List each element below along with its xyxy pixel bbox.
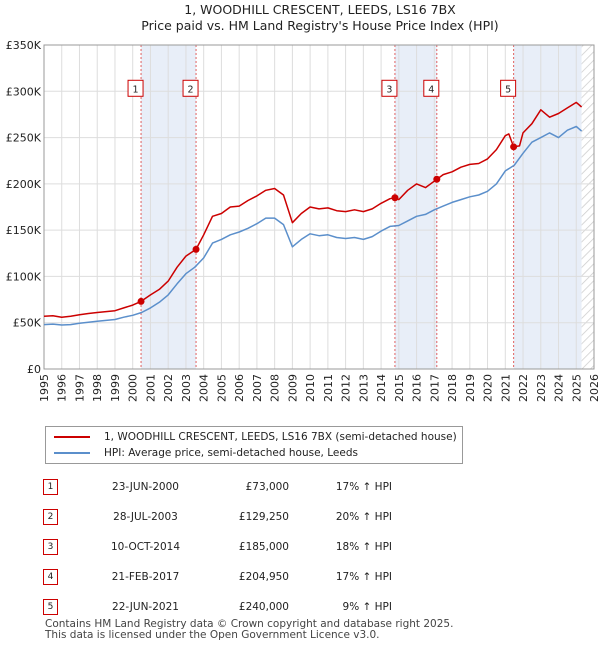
x-tick-label: 1996 <box>56 374 69 402</box>
legend-label-hpi: HPI: Average price, semi-detached house,… <box>104 447 358 459</box>
y-tick-label: £350K <box>6 39 42 52</box>
x-tick-label: 2000 <box>127 374 140 402</box>
x-tick-label: 1995 <box>38 374 51 402</box>
sale-number-badge: 1 <box>43 479 58 495</box>
footer-copyright: Contains HM Land Registry data © Crown c… <box>45 618 454 630</box>
sale-label-4: 4 <box>428 84 434 95</box>
legend-item-property: 1, WOODHILL CRESCENT, LEEDS, LS16 7BX (s… <box>54 430 457 444</box>
sale-point-1 <box>137 297 145 305</box>
x-tick-label: 2018 <box>446 374 459 402</box>
sale-number-badge: 4 <box>43 569 58 585</box>
y-tick-label: £150K <box>6 224 42 237</box>
x-tick-label: 2006 <box>233 374 246 402</box>
x-tick-label: 2019 <box>464 374 477 402</box>
sale-price: £129,250 <box>238 511 289 523</box>
sale-label-1: 1 <box>133 84 139 95</box>
shaded-range-3 <box>513 45 582 369</box>
table-row: 2 28-JUL-2003 £129,250 20% ↑ HPI <box>43 502 392 532</box>
sale-number-badge: 3 <box>43 539 58 555</box>
sale-date: 10-OCT-2014 <box>111 541 180 553</box>
sales-table: 1 23-JUN-2000 £73,000 17% ↑ HPI 2 28-JUL… <box>43 472 392 622</box>
sale-label-5: 5 <box>505 84 511 95</box>
y-tick-label: £200K <box>6 178 42 191</box>
sale-hpi-diff: 17% ↑ HPI <box>335 571 392 583</box>
sale-point-4 <box>433 175 441 183</box>
x-tick-label: 2013 <box>357 374 370 402</box>
legend-item-hpi: HPI: Average price, semi-detached house,… <box>54 446 358 460</box>
sale-number-badge: 5 <box>43 599 58 615</box>
sale-price: £73,000 <box>245 481 289 493</box>
x-tick-label: 2012 <box>340 374 353 402</box>
sale-point-2 <box>192 245 200 253</box>
sale-label-box-1 <box>127 79 144 97</box>
sale-label-box-3 <box>381 79 398 97</box>
x-tick-label: 2007 <box>251 374 264 402</box>
table-row: 4 21-FEB-2017 £204,950 17% ↑ HPI <box>43 562 392 592</box>
sale-hpi-diff: 20% ↑ HPI <box>335 511 392 523</box>
forecast-hatch <box>581 45 594 369</box>
y-tick-label: £250K <box>6 132 42 145</box>
x-tick-label: 2010 <box>304 374 317 402</box>
chart-title: 1, WOODHILL CRESCENT, LEEDS, LS16 7BX <box>184 2 456 17</box>
sale-label-3: 3 <box>386 84 392 95</box>
x-tick-label: 2015 <box>393 374 406 402</box>
x-tick-label: 2025 <box>570 374 583 402</box>
x-tick-label: 2009 <box>286 374 299 402</box>
x-tick-label: 2011 <box>322 374 335 402</box>
x-tick-label: 2003 <box>180 374 193 402</box>
y-tick-label: £50K <box>13 317 42 330</box>
sale-price: £240,000 <box>238 601 289 613</box>
sale-price: £204,950 <box>238 571 289 583</box>
legend-label-property: 1, WOODHILL CRESCENT, LEEDS, LS16 7BX (s… <box>104 431 457 443</box>
sale-date: 23-JUN-2000 <box>112 481 179 493</box>
legend-swatch-red <box>54 436 90 438</box>
price-chart: 1, WOODHILL CRESCENT, LEEDS, LS16 7BX Pr… <box>6 2 600 402</box>
x-tick-label: 2026 <box>588 374 600 402</box>
legend-swatch-blue <box>54 452 90 454</box>
table-row: 3 10-OCT-2014 £185,000 18% ↑ HPI <box>43 532 392 562</box>
footer-license: This data is licensed under the Open Gov… <box>45 629 380 641</box>
x-tick-label: 2016 <box>411 374 424 402</box>
x-tick-label: 2005 <box>215 374 228 402</box>
sale-label-box-5 <box>500 79 517 97</box>
sale-label-box-4 <box>423 79 440 97</box>
y-tick-label: £100K <box>6 270 42 283</box>
sale-point-5 <box>510 143 518 151</box>
x-tick-label: 2002 <box>162 374 175 402</box>
x-tick-label: 2001 <box>144 374 157 402</box>
sale-point-3 <box>391 194 399 202</box>
x-tick-label: 2022 <box>517 374 530 402</box>
series-line-hpi <box>43 125 583 326</box>
sale-label-2: 2 <box>188 84 194 95</box>
x-tick-label: 2024 <box>553 374 566 402</box>
x-tick-label: 2004 <box>198 374 211 402</box>
x-tick-label: 2017 <box>428 374 441 402</box>
table-row: 5 22-JUN-2021 £240,000 9% ↑ HPI <box>43 592 392 622</box>
y-tick-label: £300K <box>6 85 42 98</box>
sale-price: £185,000 <box>238 541 289 553</box>
plot-frame <box>43 44 595 370</box>
chart-subtitle: Price paid vs. HM Land Registry's House … <box>141 18 498 33</box>
sale-date: 22-JUN-2021 <box>112 601 179 613</box>
sale-date: 28-JUL-2003 <box>113 511 178 523</box>
legend: 1, WOODHILL CRESCENT, LEEDS, LS16 7BX (s… <box>45 426 463 464</box>
y-tick-label: £0 <box>27 363 41 376</box>
x-tick-label: 2020 <box>482 374 495 402</box>
sale-hpi-diff: 17% ↑ HPI <box>335 481 392 493</box>
sale-hpi-diff: 18% ↑ HPI <box>335 541 392 553</box>
sale-date: 21-FEB-2017 <box>111 571 180 583</box>
sale-hpi-diff: 9% ↑ HPI <box>342 601 392 613</box>
table-row: 1 23-JUN-2000 £73,000 17% ↑ HPI <box>43 472 392 502</box>
x-tick-label: 1997 <box>73 374 86 402</box>
footer: Contains HM Land Registry data © Crown c… <box>45 619 453 641</box>
sale-number-badge: 2 <box>43 509 58 525</box>
x-tick-label: 2021 <box>499 374 512 402</box>
shaded-range-2 <box>394 45 437 369</box>
x-tick-label: 2008 <box>269 374 282 402</box>
x-tick-label: 1998 <box>91 374 104 402</box>
x-tick-label: 1999 <box>109 374 122 402</box>
x-tick-label: 2014 <box>375 374 388 402</box>
sale-label-box-2 <box>182 79 199 97</box>
x-tick-label: 2023 <box>535 374 548 402</box>
